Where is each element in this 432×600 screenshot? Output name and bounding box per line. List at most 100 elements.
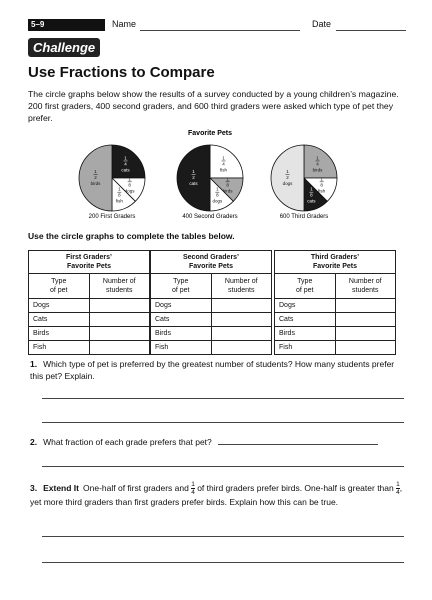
table-title-line: Third Graders’ xyxy=(310,254,360,261)
pie-slice xyxy=(303,144,338,179)
slice-numerator: 1 xyxy=(320,176,323,181)
header-line: Number of xyxy=(224,278,258,285)
table-title-line: Second Graders’ xyxy=(182,254,240,261)
question-number: 3. xyxy=(30,482,38,493)
slice-numerator: 1 xyxy=(94,169,97,174)
denominator: 4 xyxy=(396,489,400,496)
slice-numerator: 1 xyxy=(118,187,121,192)
slice-numerator: 1 xyxy=(286,169,289,174)
table-row: Cats xyxy=(151,313,271,327)
student-count xyxy=(88,313,150,326)
answer-line xyxy=(42,398,404,399)
name-line xyxy=(140,30,300,31)
student-count xyxy=(334,341,396,354)
slice-name: birds xyxy=(223,188,234,193)
slice-name: dogs xyxy=(212,199,223,204)
student-count xyxy=(210,299,272,312)
header-line: students xyxy=(228,287,255,294)
pet-type: Cats xyxy=(155,316,170,323)
slice-name: fish xyxy=(220,167,228,172)
student-count xyxy=(334,327,396,340)
slice-name: birds xyxy=(313,167,324,172)
table-row: Birds xyxy=(29,327,149,341)
slice-name: dogs xyxy=(125,188,136,193)
header-cell: Type of pet xyxy=(151,274,211,298)
header-line: Type xyxy=(297,278,313,285)
pie-caption: 200 First Graders xyxy=(89,214,136,220)
slice-name: cats xyxy=(189,181,198,186)
date-label: Date xyxy=(312,19,332,29)
student-count xyxy=(334,313,396,326)
numerator: 1 xyxy=(396,481,400,489)
slice-denominator: 8 xyxy=(310,193,313,198)
slice-denominator: 8 xyxy=(226,182,229,187)
header-line: of pet xyxy=(49,287,68,294)
student-count xyxy=(88,299,150,312)
question: 3. Extend It One-half of first graders and… xyxy=(30,481,404,508)
figure: Favorite Pets 14cats18dogs18fish12birds2… xyxy=(78,130,338,220)
denominator: 4 xyxy=(191,489,195,496)
header-line: Number of xyxy=(348,278,382,285)
pet-type: Birds xyxy=(33,330,49,337)
slice-numerator: 1 xyxy=(316,155,319,160)
table-row: Dogs xyxy=(275,299,395,313)
header-cell: Type of pet xyxy=(275,274,335,298)
date-line xyxy=(336,30,406,31)
slice-denominator: 8 xyxy=(128,182,131,187)
header-line: Number of xyxy=(102,278,136,285)
table-title: First Graders’ Favorite Pets xyxy=(29,251,149,274)
slice-name: fish xyxy=(318,188,326,193)
header-cell: Type of pet xyxy=(29,274,89,298)
slice-numerator: 1 xyxy=(124,155,127,160)
pie-slice xyxy=(209,144,244,179)
table-title: Third Graders’ Favorite Pets xyxy=(275,251,395,274)
student-count xyxy=(88,341,150,354)
question: 1. Which type of pet is preferred by the … xyxy=(30,358,404,382)
table-row: Cats xyxy=(29,313,149,327)
pet-type: Dogs xyxy=(279,302,296,309)
slice-denominator: 4 xyxy=(124,161,127,166)
table-row: Fish xyxy=(151,341,271,354)
question-text: What fraction of each grade prefers that… xyxy=(43,437,212,447)
slice-numerator: 1 xyxy=(128,176,131,181)
table-title-line: Favorite Pets xyxy=(189,263,233,270)
table: Second Graders’ Favorite Pets Type of pet Nu… xyxy=(150,250,272,355)
header-line: Type xyxy=(51,278,67,285)
table: First Graders’ Favorite Pets Type of pet Num… xyxy=(28,250,150,355)
numerator: 1 xyxy=(191,481,195,489)
slice-denominator: 2 xyxy=(94,175,97,180)
question-text: of third graders prefer birds. One-half … xyxy=(194,482,397,493)
answer-line xyxy=(42,466,404,467)
question-text: Which type of pet is preferred by the gr… xyxy=(30,359,395,381)
student-count xyxy=(88,327,150,340)
header-row: Type of pet Number of students xyxy=(275,274,395,299)
student-count xyxy=(210,327,272,340)
lesson-number: 5–9 xyxy=(28,19,105,31)
table-title: Second Graders’ Favorite Pets xyxy=(151,251,271,274)
table-row: Fish xyxy=(29,341,149,354)
slice-numerator: 1 xyxy=(216,187,219,192)
slice-denominator: 2 xyxy=(192,175,195,180)
header-line: Type xyxy=(173,278,189,285)
pie-caption: 600 Third Graders xyxy=(280,214,329,220)
pet-type: Fish xyxy=(33,344,47,351)
pet-type: Cats xyxy=(279,316,294,323)
table-row: Birds xyxy=(151,327,271,341)
header-row: Type of pet Number of students xyxy=(29,274,149,299)
slice-denominator: 8 xyxy=(320,182,323,187)
table-row: Cats xyxy=(275,313,395,327)
slice-denominator: 4 xyxy=(222,161,225,166)
slice-denominator: 8 xyxy=(216,193,219,198)
pet-type: Fish xyxy=(155,344,169,351)
slice-numerator: 1 xyxy=(310,187,313,192)
header-cell: Number of students xyxy=(210,274,272,298)
table-title-line: First Graders’ xyxy=(66,254,112,261)
table-row: Dogs xyxy=(29,299,149,313)
header-line: students xyxy=(106,287,133,294)
pie-caption: 400 Second Graders xyxy=(182,214,237,220)
pet-type: Cats xyxy=(33,316,48,323)
question-number: 2. xyxy=(30,437,38,447)
table-title-line: Favorite Pets xyxy=(67,263,111,270)
pet-type: Dogs xyxy=(33,302,50,309)
